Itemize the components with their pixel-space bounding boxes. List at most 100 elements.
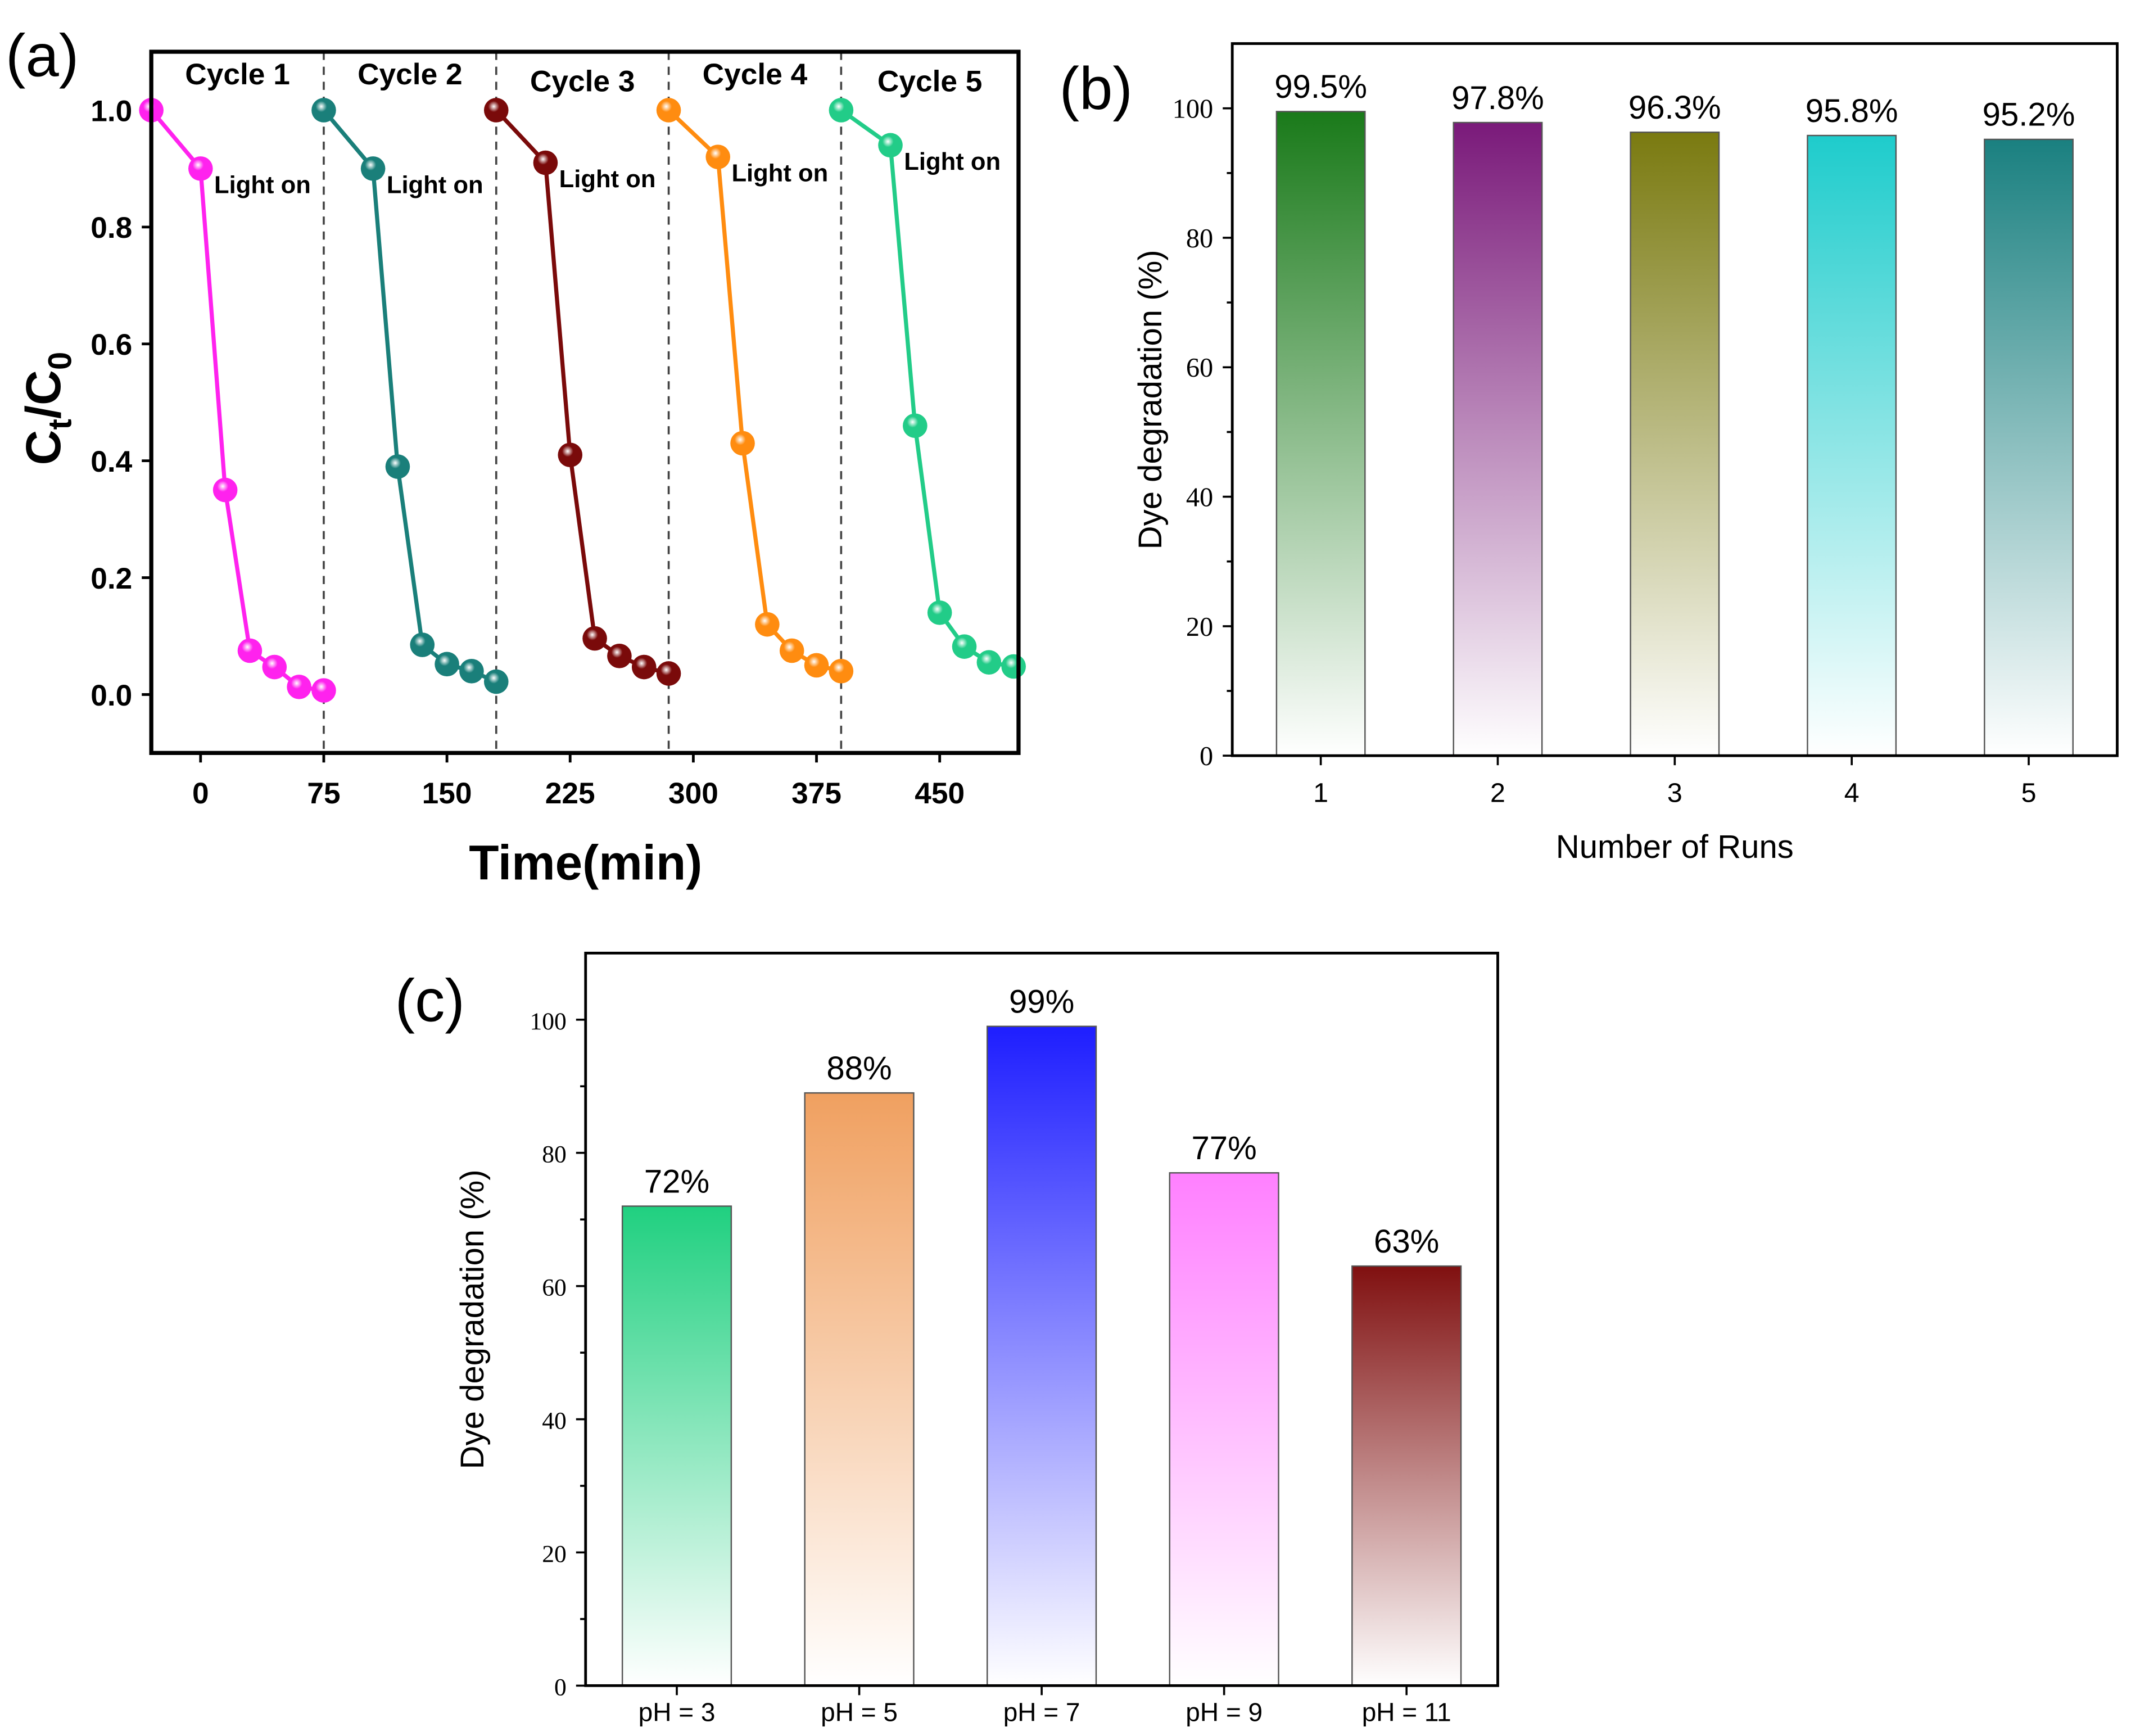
bar-value-label: 96.3%: [1628, 89, 1721, 126]
data-point: [262, 654, 287, 680]
data-point: [804, 653, 829, 678]
data-point: [212, 477, 238, 503]
y-tick-label: 0: [1200, 742, 1213, 771]
y-axis-label: Dye degradation (%): [1132, 250, 1169, 549]
data-point: [829, 659, 854, 684]
bar-value-label: 63%: [1374, 1223, 1439, 1260]
light-on-annotation: Light on: [904, 148, 1001, 175]
y-tick-label: 0.2: [91, 562, 132, 595]
y-tick-label: 0: [554, 1674, 567, 1701]
data-point: [533, 150, 558, 175]
data-point: [952, 634, 977, 659]
light-on-annotation: Light on: [559, 166, 656, 193]
bar-value-label: 97.8%: [1451, 80, 1544, 116]
y-tick-label: 0.8: [91, 211, 132, 245]
data-point: [582, 626, 607, 651]
y-tick-label: 100: [530, 1008, 566, 1035]
y-tick-label: 60: [1186, 353, 1213, 383]
y-tick-label: 0.6: [91, 328, 132, 361]
panel-label: (a): [6, 22, 79, 89]
light-on-annotation: Light on: [387, 172, 483, 199]
x-tick-label: pH = 11: [1362, 1697, 1451, 1726]
x-tick-label: 1: [1313, 778, 1328, 808]
panel-c-ph-bar-chart: (c) 0 20 40 60 80 100 72% pH = 3 88% pH = 5 99% pH =…: [395, 951, 1499, 1726]
data-point: [459, 659, 484, 684]
plot-frame: [1230, 42, 2119, 757]
x-tick-label: 375: [791, 777, 841, 810]
data-point: [483, 98, 509, 123]
bar-value-label: 88%: [826, 1050, 892, 1087]
x-tick-label: 75: [307, 777, 340, 810]
data-point: [656, 98, 681, 123]
x-tick-label: 2: [1490, 778, 1505, 808]
x-tick-label: pH = 9: [1186, 1697, 1263, 1726]
y-tick-label: 80: [542, 1141, 567, 1168]
y-axis-label: Ct/C0: [16, 352, 78, 465]
cycle-label: Cycle 4: [703, 58, 808, 91]
cycle-label: Cycle 2: [358, 58, 463, 91]
data-point: [878, 133, 903, 158]
panel-label: (c): [395, 967, 465, 1034]
y-label-sub-0: 0: [42, 352, 78, 370]
x-tick-label: 300: [668, 777, 718, 810]
bar-value-label: 95.8%: [1806, 93, 1898, 129]
data-point: [755, 612, 780, 637]
x-tick-label: 450: [915, 777, 965, 810]
x-tick-label: 3: [1667, 778, 1682, 808]
light-on-annotation: Light on: [731, 160, 828, 187]
x-tick-label: 0: [192, 777, 209, 810]
y-tick-label: 0.0: [91, 679, 132, 712]
data-point: [311, 98, 336, 123]
cycle-label: Cycle 1: [185, 58, 290, 91]
y-axis-label: Dye degradation (%): [454, 1169, 491, 1469]
x-tick-label: 5: [2021, 778, 2037, 808]
data-point: [607, 644, 632, 668]
data-point: [360, 156, 386, 181]
plot-frame: [149, 49, 1021, 755]
data-point: [779, 638, 804, 663]
y-tick-label: 100: [1173, 94, 1214, 124]
bar: [1169, 1172, 1279, 1687]
plot-frame: [584, 951, 1499, 1687]
data-point: [483, 669, 509, 694]
y-tick-label: 0.4: [91, 445, 132, 478]
bar: [987, 1025, 1097, 1687]
bar: [621, 1205, 732, 1687]
y-label-main: C: [16, 430, 71, 465]
bar: [1630, 132, 1720, 757]
data-point: [237, 638, 263, 663]
series-line-3: [495, 108, 669, 676]
panel-b-runs-bar-chart: (b) 0 20 40 60 80 100 99.5% 1 97.8% 2 96.3% 3 95.8% 4 9…: [1060, 42, 2119, 865]
data-point: [730, 431, 755, 456]
data-point: [410, 632, 435, 657]
bar: [804, 1092, 915, 1687]
data-point: [287, 675, 311, 699]
y-tick-label: 20: [542, 1540, 567, 1567]
data-point: [976, 650, 1002, 675]
y-tick-label: 60: [542, 1274, 567, 1301]
data-point: [631, 654, 657, 680]
light-on-annotation: Light on: [214, 172, 311, 199]
data-point: [435, 652, 459, 677]
bar: [1453, 121, 1543, 757]
bar: [1351, 1265, 1462, 1687]
x-tick-label: pH = 3: [639, 1697, 716, 1726]
x-tick-label: 225: [545, 777, 595, 810]
data-point: [927, 600, 952, 625]
data-point: [311, 678, 336, 703]
panel-label: (b): [1060, 55, 1133, 122]
bar-value-label: 77%: [1192, 1130, 1257, 1167]
y-tick-label: 1.0: [91, 94, 132, 128]
bar: [1807, 134, 1897, 757]
data-point: [188, 156, 213, 181]
data-point: [903, 413, 927, 438]
cycle-label: Cycle 5: [877, 65, 983, 98]
data-point: [705, 144, 731, 169]
y-tick-label: 40: [1186, 483, 1213, 513]
x-axis-label: Time(min): [469, 836, 702, 890]
y-tick-label: 40: [542, 1408, 567, 1435]
x-tick-label: 4: [1844, 778, 1859, 808]
data-point: [558, 442, 583, 468]
x-tick-label: 150: [422, 777, 472, 810]
y-label-sub-t: t: [42, 419, 78, 430]
